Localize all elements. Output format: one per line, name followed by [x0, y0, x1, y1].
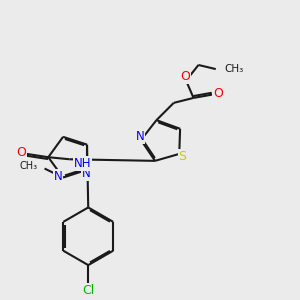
- Text: O: O: [213, 87, 223, 100]
- Text: S: S: [178, 150, 187, 163]
- Text: Cl: Cl: [82, 284, 94, 297]
- Text: CH₃: CH₃: [19, 161, 37, 172]
- Text: CH₃: CH₃: [225, 64, 244, 74]
- Text: O: O: [180, 70, 190, 83]
- Text: O: O: [16, 146, 26, 159]
- Text: N: N: [82, 167, 91, 180]
- Text: N: N: [136, 130, 145, 143]
- Text: N: N: [54, 170, 62, 183]
- Text: NH: NH: [74, 157, 91, 170]
